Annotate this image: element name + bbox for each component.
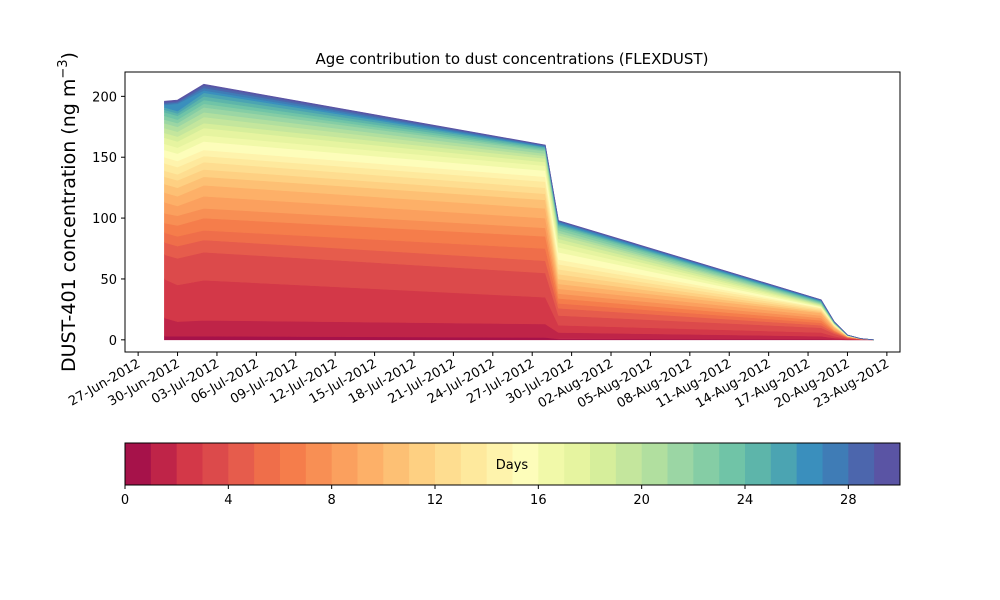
- colorbar-segment: [615, 443, 643, 485]
- y-axis-label: DUST-401 concentration (ng m−3): [56, 52, 80, 372]
- colorbar-frame: [124, 442, 901, 486]
- colorbar-segment: [874, 443, 901, 485]
- y-tick-label: 50: [100, 273, 117, 288]
- colorbar-label: Days: [496, 458, 529, 473]
- colorbar-segment: [590, 443, 617, 485]
- colorbar-segment: [409, 443, 436, 485]
- colorbar-segment: [125, 443, 152, 485]
- area-layer-day-29: [164, 83, 874, 341]
- stacked-area-layers: [164, 83, 874, 341]
- colorbar-tick-label: 8: [328, 493, 336, 508]
- colorbar-tick-label: 24: [737, 493, 754, 508]
- colorbar-segment: [770, 443, 798, 485]
- colorbar-segment: [719, 443, 746, 485]
- y-axis-label-main: DUST-401 concentration (ng m: [58, 79, 80, 372]
- colorbar-segment: [305, 443, 333, 485]
- y-axis: 0 50 100 150 200: [92, 90, 125, 349]
- colorbar-tick-label: 12: [427, 493, 444, 508]
- colorbar-segment: [667, 443, 694, 485]
- colorbar-ticks: 0 4 8 12 16 20 24 28: [121, 485, 857, 508]
- colorbar-tick-label: 16: [530, 493, 547, 508]
- colorbar-segment: [848, 443, 875, 485]
- colorbar-segment: [796, 443, 823, 485]
- colorbar: [125, 443, 901, 485]
- colorbar-segment: [564, 443, 591, 485]
- y-tick-label: 100: [92, 212, 117, 227]
- colorbar-segment: [254, 443, 281, 485]
- colorbar-segment: [150, 443, 178, 485]
- colorbar-tick-label: 4: [224, 493, 232, 508]
- colorbar-segment: [435, 443, 462, 485]
- colorbar-segment: [822, 443, 849, 485]
- colorbar-segment: [331, 443, 358, 485]
- colorbar-segment: [641, 443, 668, 485]
- colorbar-tick-label: 20: [633, 493, 650, 508]
- colorbar-segment: [357, 443, 384, 485]
- colorbar-segment: [460, 443, 488, 485]
- colorbar-segment: [228, 443, 255, 485]
- colorbar-segment: [512, 443, 539, 485]
- colorbar-segment: [202, 443, 229, 485]
- y-axis-label-superscript: −3: [56, 59, 71, 78]
- chart-title: Age contribution to dust concentrations …: [316, 50, 709, 68]
- colorbar-segment: [538, 443, 565, 485]
- y-tick-label: 0: [109, 334, 117, 349]
- plot-frame: [124, 71, 901, 353]
- y-axis-label-close: ): [58, 52, 80, 59]
- colorbar-tick-label: 0: [121, 493, 129, 508]
- y-tick-label: 150: [92, 151, 117, 166]
- y-tick-label: 200: [92, 90, 117, 105]
- colorbar-segment: [745, 443, 772, 485]
- colorbar-segment: [176, 443, 203, 485]
- colorbar-segment: [383, 443, 410, 485]
- colorbar-segment: [486, 443, 513, 485]
- colorbar-segment: [280, 443, 307, 485]
- colorbar-segment: [693, 443, 720, 485]
- colorbar-tick-label: 28: [840, 493, 857, 508]
- x-axis: 27-Jun-201230-Jun-201203-Jul-201206-Jul-…: [66, 352, 892, 412]
